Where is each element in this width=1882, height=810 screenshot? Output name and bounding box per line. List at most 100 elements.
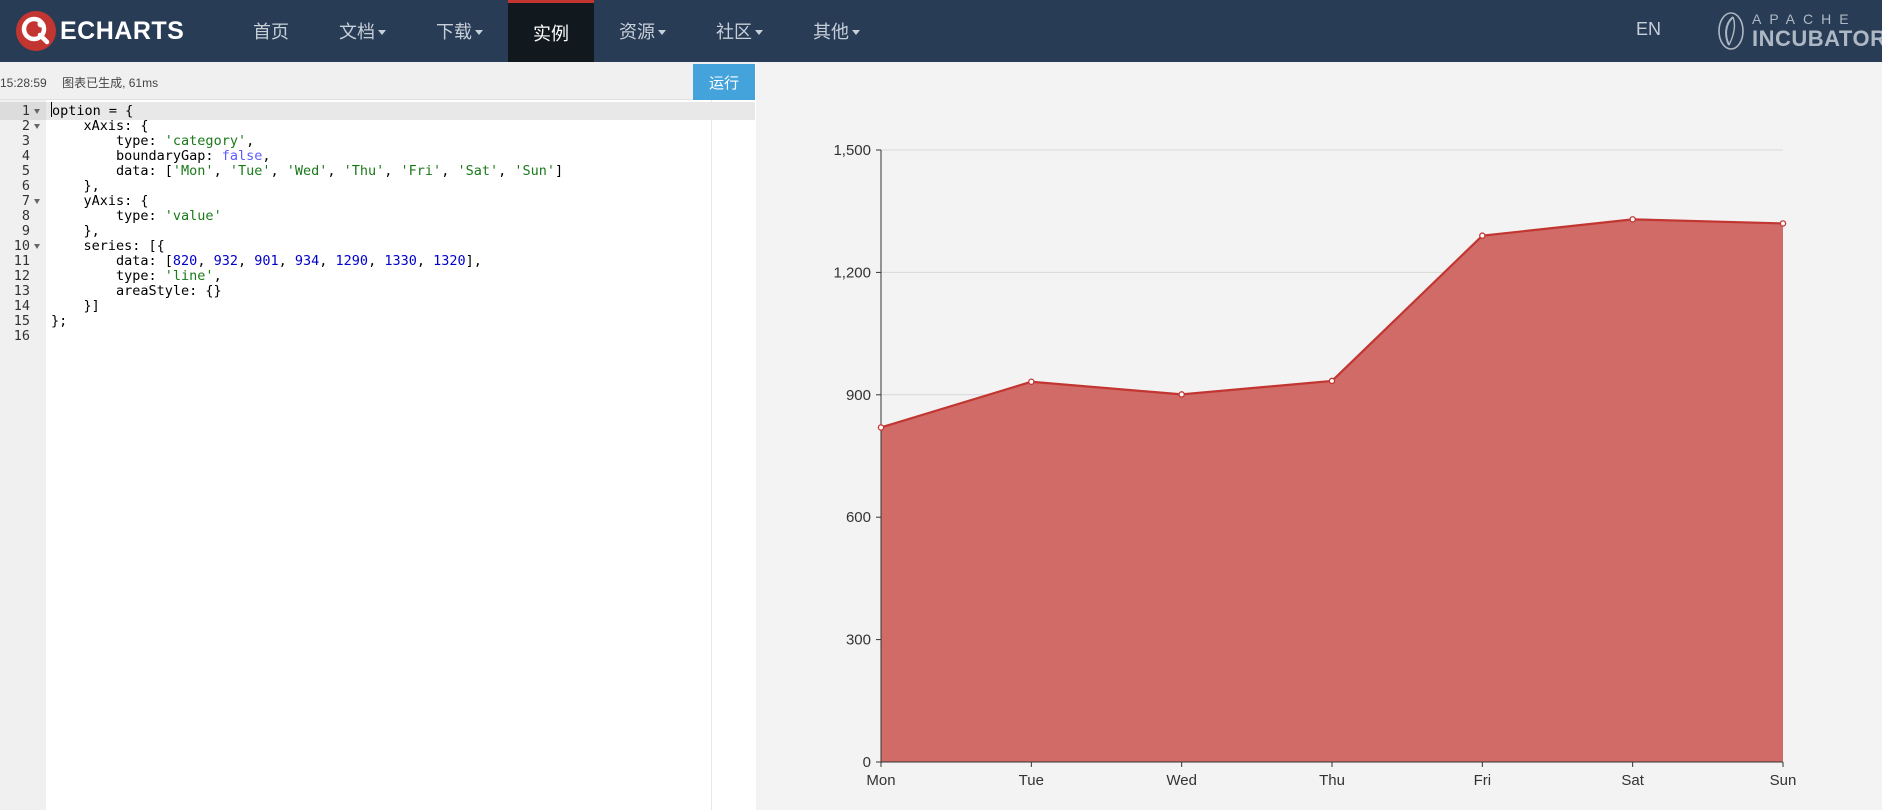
chart-panel: 0 300 600 900 1,200 1,500 Mon Tue Wed Thu Fri Sat Su… <box>756 62 1882 810</box>
caret-down-icon <box>475 30 483 35</box>
nav-item-1[interactable]: 文档 <box>314 0 411 62</box>
top-nav-bar: ECHARTS 首页 文档 下载 实例 资源 社区 其他 EN APACHE INCUBAT… <box>0 0 1882 62</box>
apache-feather-icon <box>1718 12 1744 50</box>
apache-incubator-logo[interactable]: APACHE INCUBATOR <box>1716 10 1882 52</box>
data-point[interactable] <box>1178 391 1185 398</box>
y-tick-label: 900 <box>846 387 871 404</box>
logo-text: ECHARTS <box>60 16 185 45</box>
code-line: 8 type: 'value' <box>0 207 755 225</box>
code-line: 12 type: 'line', <box>0 267 755 285</box>
fold-arrow-icon[interactable] <box>34 244 40 249</box>
line-number: 15 <box>13 313 30 329</box>
code-line: 6 }, <box>0 177 755 195</box>
line-number: 16 <box>13 328 30 344</box>
code-text: boundaryGap: false, <box>51 148 271 164</box>
code-line: 4 boundaryGap: false, <box>0 147 755 165</box>
y-tick-label: 300 <box>846 632 871 649</box>
line-number: 2 <box>21 118 30 134</box>
active-line-highlight <box>0 102 755 120</box>
status-time: 15:28:59 <box>0 76 47 90</box>
code-line: 5 data: ['Mon', 'Tue', 'Wed', 'Thu', 'Fr… <box>0 162 755 180</box>
line-number: 6 <box>21 178 30 194</box>
fold-arrow-icon[interactable] <box>34 109 40 114</box>
code-line: 9 }, <box>0 222 755 240</box>
area-chart[interactable]: 0 300 600 900 1,200 1,500 Mon Tue Wed Thu Fri Sat Su… <box>756 62 1882 810</box>
incubator-bottom-text: INCUBATOR <box>1752 26 1882 51</box>
code-editor[interactable]: 1 option = {2 xAxis: {3 type: 'category',… <box>0 100 755 810</box>
x-tick-label: Fri <box>1474 772 1492 789</box>
data-point[interactable] <box>877 424 885 431</box>
code-text: data: [820, 932, 901, 934, 1290, 1330, 1… <box>51 253 482 269</box>
text-cursor <box>51 102 52 117</box>
code-line: 2 xAxis: { <box>0 117 755 135</box>
nav-item-2[interactable]: 下载 <box>411 0 508 62</box>
caret-down-icon <box>755 30 763 35</box>
code-line: 7 yAxis: { <box>0 192 755 210</box>
line-number: 7 <box>21 193 30 209</box>
code-text: series: [{ <box>51 238 165 254</box>
y-tick-label: 1,500 <box>833 142 871 159</box>
language-switch-link[interactable]: EN <box>1636 19 1662 39</box>
line-number: 8 <box>21 208 30 224</box>
x-tick-label: Wed <box>1166 772 1197 789</box>
code-text: areaStyle: {} <box>51 283 222 299</box>
data-point[interactable] <box>1028 378 1035 385</box>
x-tick-label: Tue <box>1019 772 1044 789</box>
echarts-logo-icon <box>16 11 56 51</box>
code-line: 14 }] <box>0 297 755 315</box>
line-number: 12 <box>13 268 30 284</box>
code-text: data: ['Mon', 'Tue', 'Wed', 'Thu', 'Fri'… <box>51 163 564 179</box>
run-button[interactable]: 运行 <box>693 64 755 100</box>
nav-item-5[interactable]: 社区 <box>691 0 788 62</box>
echarts-logo[interactable]: ECHARTS <box>14 9 184 53</box>
incubator-top-text: APACHE <box>1752 11 1857 27</box>
data-point[interactable] <box>1779 220 1787 227</box>
line-number: 4 <box>21 148 30 164</box>
line-number: 5 <box>21 163 30 179</box>
series-area <box>881 219 1783 763</box>
code-line: 11 data: [820, 932, 901, 934, 1290, 1330… <box>0 252 755 270</box>
nav-item-6[interactable]: 其他 <box>788 0 885 62</box>
nav-item-label: 文档 <box>339 22 375 42</box>
code-line: 13 areaStyle: {} <box>0 282 755 300</box>
nav-item-3[interactable]: 实例 <box>508 0 594 62</box>
code-text: option = { <box>51 102 134 119</box>
line-number: 9 <box>21 223 30 239</box>
data-point[interactable] <box>1479 232 1486 239</box>
status-text: 15:28:59 图表已生成, 61ms <box>0 74 158 91</box>
line-number-gutter <box>0 100 46 810</box>
code-text: }, <box>51 223 100 239</box>
code-text: }, <box>51 178 100 194</box>
code-text: type: 'category', <box>51 133 255 149</box>
nav-item-label: 社区 <box>716 22 752 42</box>
code-line: 10 series: [{ <box>0 237 755 255</box>
nav-item-label: 下载 <box>436 22 472 42</box>
code-line: 16 <box>0 327 755 345</box>
data-point[interactable] <box>1629 216 1636 223</box>
code-line: 15}; <box>0 312 755 330</box>
code-panel: 15:28:59 图表已生成, 61ms 运行 1 option = {2 xAx… <box>0 62 755 810</box>
y-tick-label: 0 <box>863 754 871 771</box>
data-point[interactable] <box>1328 377 1336 385</box>
code-line: 3 type: 'category', <box>0 132 755 150</box>
nav-item-0[interactable]: 首页 <box>228 0 314 62</box>
x-tick-label: Sun <box>1770 772 1797 789</box>
y-tick-label: 1,200 <box>833 264 871 281</box>
nav-item-label: 实例 <box>533 23 569 44</box>
status-message: 图表已生成, 61ms <box>62 76 159 90</box>
fold-arrow-icon[interactable] <box>34 124 40 129</box>
nav-item-4[interactable]: 资源 <box>594 0 691 62</box>
code-text: xAxis: { <box>51 118 149 134</box>
code-line: 1 option = { <box>0 102 755 120</box>
line-number: 1 <box>21 103 30 119</box>
nav-item-label: 首页 <box>253 22 289 42</box>
line-number: 11 <box>13 253 30 269</box>
nav-item-label: 资源 <box>619 22 655 42</box>
line-number: 14 <box>13 298 30 314</box>
code-text: type: 'value' <box>51 208 222 224</box>
line-number: 3 <box>21 133 30 149</box>
print-margin <box>711 100 712 810</box>
x-tick-label: Thu <box>1319 772 1345 789</box>
code-text: yAxis: { <box>51 193 149 209</box>
fold-arrow-icon[interactable] <box>34 199 40 204</box>
